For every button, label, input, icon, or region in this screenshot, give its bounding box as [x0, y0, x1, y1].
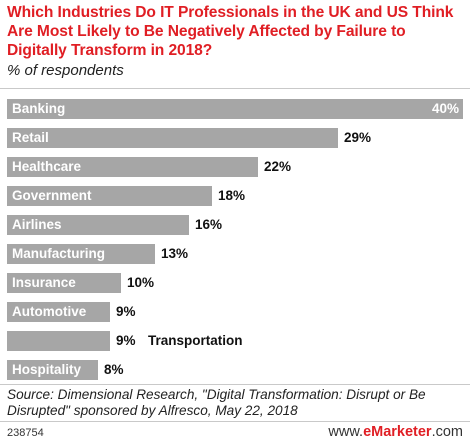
bar-label-transportation: Transportation: [148, 333, 243, 348]
value-label-retail: 29%: [344, 130, 372, 145]
value-label-manufacturing: 13%: [161, 246, 189, 261]
bar-chart: Banking 40% Retail 29% Healthcare 22% Governme…: [0, 94, 470, 384]
brand-suffix: .com: [431, 424, 463, 440]
value-label-automotive: 9%: [116, 304, 136, 319]
bar-automotive: [7, 302, 110, 322]
bar-retail: [7, 128, 338, 148]
brand-logo[interactable]: www.eMarketer.com: [328, 423, 463, 441]
value-label-healthcare: 22%: [264, 159, 292, 174]
value-label-airlines: 16%: [195, 217, 223, 232]
bar-manufacturing: [7, 244, 155, 264]
bar-airlines: [7, 215, 189, 235]
brand-prefix: www.: [328, 424, 364, 440]
bar-label-insurance: Insurance: [12, 275, 76, 290]
chart-title: Which Industries Do IT Professionals in …: [7, 4, 454, 59]
bar-hospitality: [7, 360, 98, 380]
value-label-hospitality: 8%: [104, 362, 124, 377]
bar-healthcare: [7, 157, 258, 177]
bar-label-manufacturing: Manufacturing: [12, 246, 105, 261]
bar-insurance: [7, 273, 121, 293]
value-label-banking: 40%: [431, 101, 459, 116]
brand-mark: eMarketer: [363, 424, 432, 440]
bar-label-government: Government: [12, 188, 92, 203]
chart-id: 238754: [7, 427, 44, 439]
chart-subtitle: % of respondents: [7, 62, 124, 79]
bar-label-airlines: Airlines: [12, 217, 62, 232]
bar-government: [7, 186, 212, 206]
bar-label-healthcare: Healthcare: [12, 159, 82, 174]
value-label-transportation: 9%: [116, 333, 136, 348]
source-note: Source: Dimensional Research, "Digital T…: [7, 387, 426, 418]
value-label-government: 18%: [218, 188, 246, 203]
bar-transportation: [7, 331, 110, 351]
bar-label-retail: Retail: [12, 130, 49, 145]
bar-banking: [7, 99, 463, 119]
bar-label-hospitality: Hospitality: [12, 362, 82, 377]
value-label-insurance: 10%: [127, 275, 155, 290]
footer-divider: [0, 421, 470, 422]
bottom-divider: [0, 384, 470, 385]
top-divider: [0, 88, 470, 89]
bar-label-banking: Banking: [12, 101, 66, 116]
bar-label-automotive: Automotive: [12, 304, 87, 319]
